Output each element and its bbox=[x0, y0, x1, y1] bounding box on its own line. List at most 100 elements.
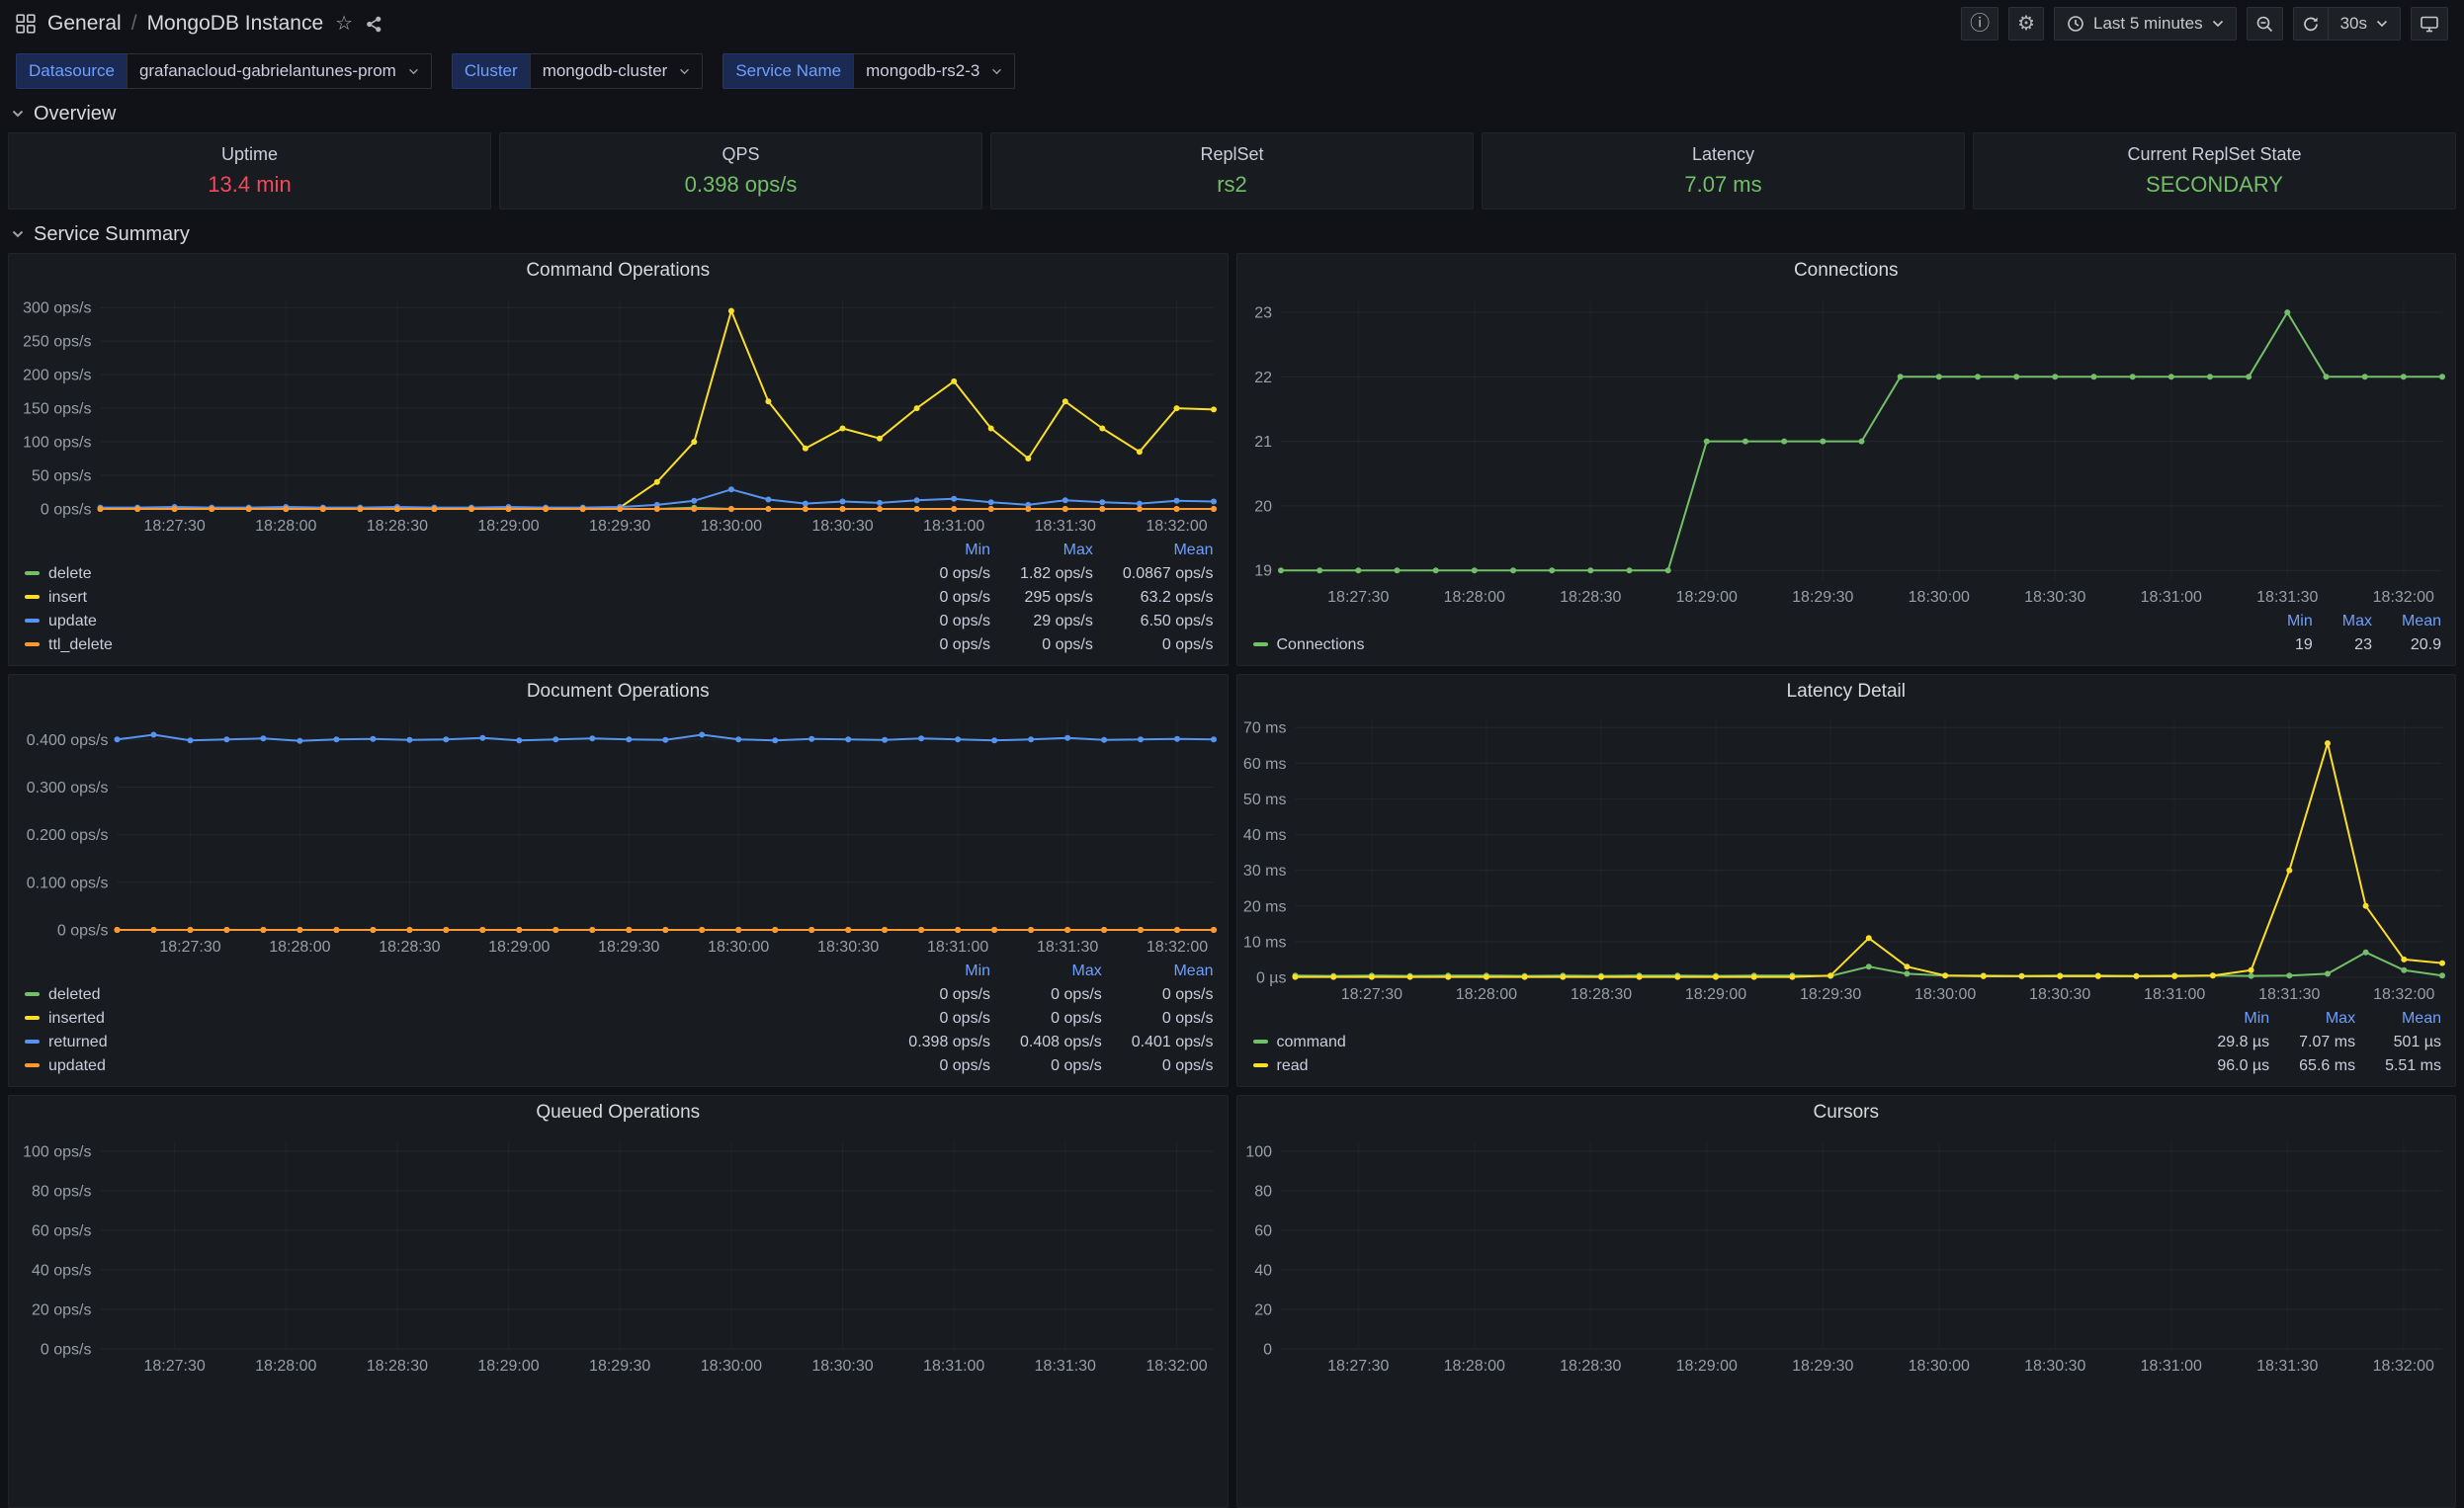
panel-title[interactable]: Cursors bbox=[1813, 1102, 1879, 1123]
stat-value: 0.398 ops/s bbox=[684, 172, 798, 197]
svg-text:18:27:30: 18:27:30 bbox=[1340, 986, 1402, 1003]
stat-title[interactable]: ReplSet bbox=[1200, 144, 1264, 164]
overview-stats-row: Uptime 13.4 min QPS 0.398 ops/s ReplSet … bbox=[8, 132, 2456, 209]
legend-item-read[interactable]: read 96.0 µs 65.6 ms 5.51 ms bbox=[1251, 1054, 2441, 1078]
panel-title[interactable]: Latency Detail bbox=[1786, 681, 1906, 702]
svg-text:100: 100 bbox=[1245, 1144, 1272, 1161]
legend-item-delete[interactable]: delete 0 ops/s 1.82 ops/s 0.0867 ops/s bbox=[23, 562, 1214, 586]
legend-item-inserted[interactable]: inserted 0 ops/s 0 ops/s 0 ops/s bbox=[23, 1007, 1214, 1031]
legend-sort-max[interactable]: Max bbox=[2325, 1010, 2356, 1027]
dashboard-variables: Datasource grafanacloud-gabrielantunes-p… bbox=[0, 47, 2464, 95]
svg-text:40: 40 bbox=[1254, 1263, 1272, 1280]
refresh-controls: 30s bbox=[2292, 7, 2401, 41]
svg-text:18:28:30: 18:28:30 bbox=[1560, 589, 1621, 606]
svg-text:300 ops/s: 300 ops/s bbox=[23, 300, 91, 317]
legend-sort-mean[interactable]: Mean bbox=[2401, 613, 2441, 629]
svg-text:18:30:00: 18:30:00 bbox=[701, 1358, 762, 1375]
command-ops-canvas[interactable]: 0 ops/s 50 ops/s 100 ops/s 150 ops/s 200 ops… bbox=[9, 288, 1228, 539]
svg-text:40 ops/s: 40 ops/s bbox=[32, 1263, 91, 1280]
legend-item-insert[interactable]: insert 0 ops/s 295 ops/s 63.2 ops/s bbox=[23, 586, 1214, 610]
svg-text:18:28:00: 18:28:00 bbox=[1443, 589, 1504, 606]
stat-title[interactable]: Uptime bbox=[220, 144, 278, 164]
legend-item-updated[interactable]: updated 0 ops/s 0 ops/s 0 ops/s bbox=[23, 1054, 1214, 1078]
refresh-button[interactable] bbox=[2292, 7, 2329, 41]
legend-item-update[interactable]: update 0 ops/s 29 ops/s 6.50 ops/s bbox=[23, 610, 1214, 633]
legend-item-deleted[interactable]: deleted 0 ops/s 0 ops/s 0 ops/s bbox=[23, 983, 1214, 1007]
series-color-swatch bbox=[25, 1016, 40, 1020]
svg-text:23: 23 bbox=[1254, 305, 1272, 322]
variable-service-name-label: Service Name bbox=[722, 53, 854, 89]
svg-text:18:31:30: 18:31:30 bbox=[1035, 1358, 1096, 1375]
legend-item-ttl_delete[interactable]: ttl_delete 0 ops/s 0 ops/s 0 ops/s bbox=[23, 633, 1214, 657]
connections-legend: Min Max Mean Connections 19 23 20.9 bbox=[1237, 610, 2456, 659]
queued-ops-canvas[interactable]: 0 ops/s 20 ops/s 40 ops/s 60 ops/s 80 ops/s 1… bbox=[9, 1130, 1228, 1379]
panel-title[interactable]: Queued Operations bbox=[536, 1102, 701, 1123]
svg-text:50 ops/s: 50 ops/s bbox=[32, 468, 91, 485]
latency-detail-plot[interactable]: 0 µs 10 ms 20 ms 30 ms 40 ms 50 ms 60 ms 70 ms 1… bbox=[1237, 709, 2456, 1007]
svg-text:18:27:30: 18:27:30 bbox=[143, 518, 205, 535]
share-icon[interactable] bbox=[365, 15, 383, 34]
legend-item-command[interactable]: command 29.8 µs 7.07 ms 501 µs bbox=[1251, 1031, 2441, 1054]
legend-sort-min[interactable]: Min bbox=[2244, 1010, 2270, 1027]
svg-text:18:29:30: 18:29:30 bbox=[1792, 589, 1853, 606]
legend-sort-min[interactable]: Min bbox=[965, 542, 991, 558]
breadcrumb-dashboard: MongoDB Instance bbox=[146, 12, 324, 35]
cursors-canvas[interactable]: 0 20 40 60 80 100 18:27:30 18:28:00 18:28:30 18:2… bbox=[1237, 1130, 2456, 1379]
legend-sort-min[interactable]: Min bbox=[2286, 613, 2313, 629]
panel-title[interactable]: Connections bbox=[1793, 260, 1899, 281]
document-operations-legend: Min Max Mean deleted 0 ops/s 0 ops/s 0 ops/s in… bbox=[9, 960, 1228, 1080]
time-range-picker[interactable]: Last 5 minutes bbox=[2054, 7, 2237, 41]
svg-text:18:27:30: 18:27:30 bbox=[159, 939, 220, 956]
legend-item-returned[interactable]: returned 0.398 ops/s 0.408 ops/s 0.401 ops/… bbox=[23, 1031, 1214, 1054]
connections-plot[interactable]: 19 20 21 22 23 18:27:30 18:28:00 18:28:30 18:29:… bbox=[1237, 288, 2456, 610]
legend-sort-max[interactable]: Max bbox=[2341, 613, 2372, 629]
svg-text:18:31:30: 18:31:30 bbox=[2256, 589, 2318, 606]
legend-sort-mean[interactable]: Mean bbox=[1173, 963, 1214, 979]
panel-connections: Connections 19 20 21 22 23 18:27:30 18:28:00 18… bbox=[1235, 253, 2456, 666]
svg-text:20: 20 bbox=[1254, 498, 1272, 515]
svg-text:18:31:30: 18:31:30 bbox=[1035, 518, 1096, 535]
panel-title[interactable]: Document Operations bbox=[526, 681, 710, 702]
dashboard-settings-button[interactable]: ⚙ bbox=[2008, 7, 2045, 41]
row-header-service-summary[interactable]: Service Summary bbox=[0, 215, 2464, 251]
legend-item-Connections[interactable]: Connections 19 23 20.9 bbox=[1251, 633, 2441, 657]
variable-service-name[interactable]: Service Name mongodb-rs2-3 bbox=[722, 53, 1016, 89]
zoom-out-button[interactable] bbox=[2246, 7, 2283, 41]
connections-canvas[interactable]: 19 20 21 22 23 18:27:30 18:28:00 18:28:30 18:29:… bbox=[1237, 288, 2456, 610]
refresh-interval-picker[interactable]: 30s bbox=[2328, 7, 2401, 41]
legend-sort-mean[interactable]: Mean bbox=[1173, 542, 1214, 558]
svg-text:20: 20 bbox=[1254, 1302, 1272, 1319]
legend-sort-max[interactable]: Max bbox=[1071, 963, 1102, 979]
svg-text:18:32:00: 18:32:00 bbox=[1147, 939, 1208, 956]
svg-text:0 µs: 0 µs bbox=[1255, 970, 1286, 987]
panel-command-operations: Command Operations 0 ops/s 50 ops/s 100 op… bbox=[8, 253, 1229, 666]
cursors-plot[interactable]: 0 20 40 60 80 100 18:27:30 18:28:00 18:28:30 18:2… bbox=[1237, 1130, 2456, 1379]
info-button[interactable]: ⓘ bbox=[1961, 7, 1999, 41]
svg-text:22: 22 bbox=[1254, 370, 1272, 386]
command-operations-plot[interactable]: 0 ops/s 50 ops/s 100 ops/s 150 ops/s 200 ops… bbox=[9, 288, 1228, 539]
breadcrumb-folder[interactable]: General bbox=[47, 12, 122, 35]
document-operations-plot[interactable]: 0 ops/s 0.100 ops/s 0.200 ops/s 0.300 ops/s… bbox=[9, 709, 1228, 960]
stat-title[interactable]: Latency bbox=[1691, 144, 1755, 164]
star-icon[interactable]: ☆ bbox=[335, 13, 354, 35]
stat-title[interactable]: QPS bbox=[722, 144, 760, 164]
dashboards-grid-icon[interactable] bbox=[16, 14, 36, 34]
chevron-down-icon bbox=[2212, 20, 2224, 28]
variable-datasource[interactable]: Datasource grafanacloud-gabrielantunes-p… bbox=[16, 53, 432, 89]
legend-sort-mean[interactable]: Mean bbox=[2401, 1010, 2441, 1027]
stat-title[interactable]: Current ReplSet State bbox=[2127, 144, 2302, 164]
queued-operations-plot[interactable]: 0 ops/s 20 ops/s 40 ops/s 60 ops/s 80 ops/s 1… bbox=[9, 1130, 1228, 1379]
svg-text:21: 21 bbox=[1254, 434, 1272, 451]
service-summary-panels: Command Operations 0 ops/s 50 ops/s 100 op… bbox=[8, 253, 2456, 1508]
row-header-overview[interactable]: Overview bbox=[0, 95, 2464, 130]
latency-detail-canvas[interactable]: 0 µs 10 ms 20 ms 30 ms 40 ms 50 ms 60 ms 70 ms 1… bbox=[1237, 709, 2456, 1007]
svg-text:200 ops/s: 200 ops/s bbox=[23, 368, 91, 384]
svg-text:0: 0 bbox=[1263, 1342, 1272, 1359]
legend-sort-max[interactable]: Max bbox=[1062, 542, 1093, 558]
variable-cluster[interactable]: Cluster mongodb-cluster bbox=[451, 53, 704, 89]
legend-sort-min[interactable]: Min bbox=[965, 963, 991, 979]
panel-title[interactable]: Command Operations bbox=[526, 260, 711, 281]
document-ops-canvas[interactable]: 0 ops/s 0.100 ops/s 0.200 ops/s 0.300 ops/s… bbox=[9, 709, 1228, 960]
svg-text:18:30:00: 18:30:00 bbox=[708, 939, 769, 956]
tv-kiosk-button[interactable] bbox=[2411, 7, 2448, 41]
